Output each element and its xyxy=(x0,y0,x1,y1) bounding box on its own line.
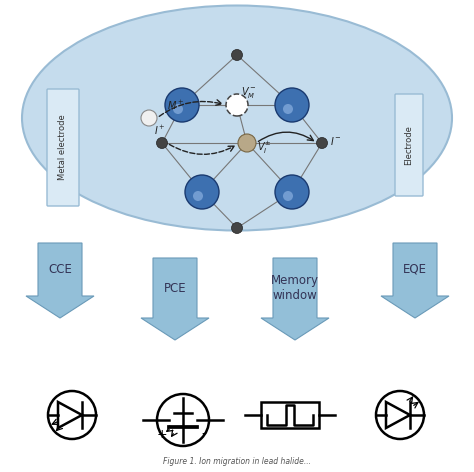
Circle shape xyxy=(231,50,243,60)
Circle shape xyxy=(173,104,183,114)
Circle shape xyxy=(141,110,157,126)
Circle shape xyxy=(275,88,309,122)
Circle shape xyxy=(185,175,219,209)
Polygon shape xyxy=(26,243,94,318)
Text: Figure 1. Ion migration in lead halide...: Figure 1. Ion migration in lead halide..… xyxy=(163,457,311,466)
Polygon shape xyxy=(141,258,209,340)
Circle shape xyxy=(231,222,243,234)
Text: EQE: EQE xyxy=(403,263,427,276)
Text: +: + xyxy=(157,429,167,441)
Circle shape xyxy=(157,394,209,446)
Circle shape xyxy=(165,88,199,122)
Circle shape xyxy=(226,94,248,116)
Text: $V_I^{\pm}$: $V_I^{\pm}$ xyxy=(257,140,271,156)
Text: Electrode: Electrode xyxy=(404,125,413,165)
Circle shape xyxy=(193,191,203,201)
Circle shape xyxy=(317,137,328,149)
Text: PCE: PCE xyxy=(164,281,186,295)
FancyBboxPatch shape xyxy=(47,89,79,206)
Text: $I^-$: $I^-$ xyxy=(330,135,342,147)
Text: $I^+$: $I^+$ xyxy=(154,124,166,136)
Circle shape xyxy=(48,391,96,439)
Circle shape xyxy=(156,137,167,149)
Circle shape xyxy=(275,175,309,209)
Text: $M^+$: $M^+$ xyxy=(167,99,184,111)
Text: CCE: CCE xyxy=(48,263,72,276)
Circle shape xyxy=(376,391,424,439)
Polygon shape xyxy=(381,243,449,318)
Text: Metal electrode: Metal electrode xyxy=(58,114,67,180)
Ellipse shape xyxy=(22,6,452,230)
Text: -: - xyxy=(201,428,207,442)
Circle shape xyxy=(283,104,293,114)
Text: Memory
window: Memory window xyxy=(271,274,319,302)
FancyBboxPatch shape xyxy=(261,402,319,428)
Circle shape xyxy=(238,134,256,152)
FancyBboxPatch shape xyxy=(395,94,423,196)
Circle shape xyxy=(283,191,293,201)
Polygon shape xyxy=(261,258,329,340)
Text: $V_M^-$: $V_M^-$ xyxy=(241,84,257,100)
